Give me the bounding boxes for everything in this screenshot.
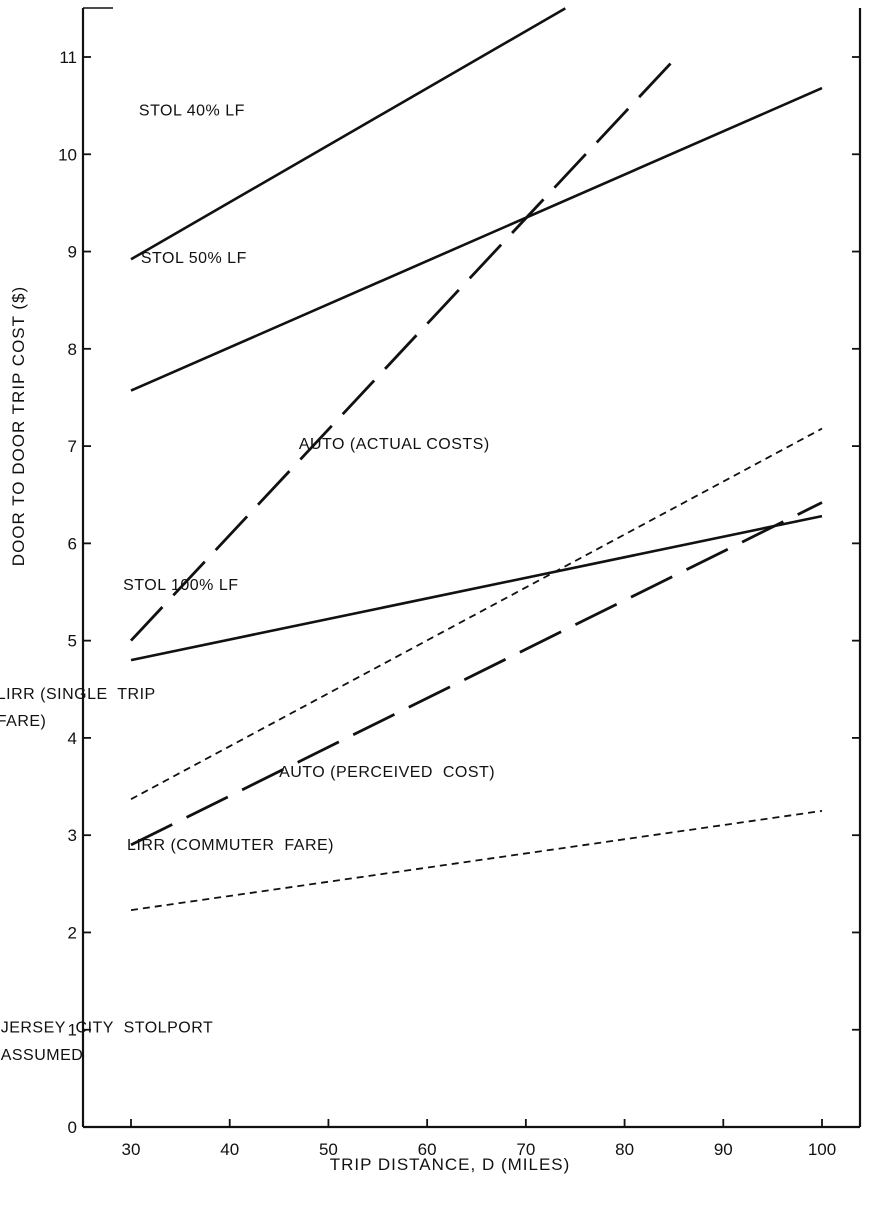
annotation-label: STOL 40% LF (139, 102, 245, 119)
y-tick-label: 1 (68, 1021, 77, 1040)
annotation-label: FARE) (0, 713, 46, 730)
annotation-label: JERSEY CITY STOLPORT (1, 1020, 214, 1037)
axis-ticks: 0 1 2 3 4 5 6 7 8 9 10 11 30 40 50 60 70 80 90 100 (58, 48, 860, 1159)
series-line-stol-50-lf (130, 86, 823, 392)
annotation-label: STOL 100% LF (123, 577, 238, 594)
y-axis-title: DOOR TO DOOR TRIP COST ($) (9, 286, 28, 566)
series-line-stol-100-lf (130, 514, 823, 662)
annotation-label: LIRR (COMMUTER FARE) (127, 837, 334, 854)
y-tick-label: 11 (59, 48, 77, 67)
series-line-stol-40-lf (130, 7, 566, 261)
x-tick-label: 90 (714, 1140, 733, 1159)
y-tick-label: 4 (68, 729, 77, 748)
annotation-label: AUTO (ACTUAL COSTS) (299, 436, 490, 453)
series-line-auto-actual-costs (129, 58, 675, 642)
y-tick-label: 8 (68, 340, 77, 359)
annotation-label: LIRR (SINGLE TRIP (0, 686, 156, 703)
series-lines (129, 7, 823, 911)
x-tick-label: 80 (615, 1140, 634, 1159)
x-tick-label: 60 (418, 1140, 437, 1159)
x-tick-label: 30 (122, 1140, 141, 1159)
y-tick-label: 5 (68, 632, 77, 651)
x-tick-label: 70 (516, 1140, 535, 1159)
x-tick-label: 40 (220, 1140, 239, 1159)
x-tick-label: 50 (319, 1140, 338, 1159)
series-line-auto-perceived-cost (130, 501, 823, 847)
y-tick-label: 2 (68, 923, 77, 942)
y-tick-label: 9 (68, 243, 77, 262)
annotation-label: ASSUMED (1, 1047, 84, 1064)
x-axis-title: TRIP DISTANCE, D (MILES) (330, 1155, 571, 1174)
series-line-lirr-commuter-fare (130, 810, 823, 911)
series-line-lirr-single-trip-fare (130, 427, 823, 800)
annotation-label: AUTO (PERCEIVED COST) (279, 764, 495, 781)
y-tick-label: 10 (58, 145, 77, 164)
x-tick-label: 100 (808, 1140, 836, 1159)
annotations: STOL 40% LF STOL 50% LF AUTO (ACTUAL COSTS… (0, 102, 495, 1064)
y-tick-label: 6 (68, 534, 77, 553)
y-tick-label: 7 (68, 437, 77, 456)
y-tick-label: 0 (68, 1118, 77, 1137)
annotation-label: STOL 50% LF (141, 250, 247, 267)
y-tick-label: 3 (68, 826, 77, 845)
plot-frame (81, 7, 862, 1129)
